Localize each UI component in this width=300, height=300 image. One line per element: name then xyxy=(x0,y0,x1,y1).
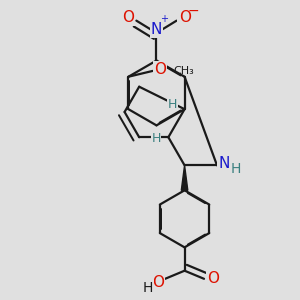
Text: N: N xyxy=(151,22,162,37)
Text: −: − xyxy=(188,4,199,18)
Text: O: O xyxy=(152,274,164,290)
Text: H: H xyxy=(231,162,241,176)
Polygon shape xyxy=(181,165,188,190)
Text: H: H xyxy=(143,281,153,295)
Text: H: H xyxy=(168,98,177,111)
Text: O: O xyxy=(122,10,134,25)
Text: N: N xyxy=(218,156,230,171)
Text: H: H xyxy=(151,132,161,146)
Text: O: O xyxy=(179,10,191,25)
Text: O: O xyxy=(207,271,219,286)
Text: +: + xyxy=(160,14,168,24)
Text: O: O xyxy=(154,62,166,77)
Text: CH₃: CH₃ xyxy=(174,66,194,76)
